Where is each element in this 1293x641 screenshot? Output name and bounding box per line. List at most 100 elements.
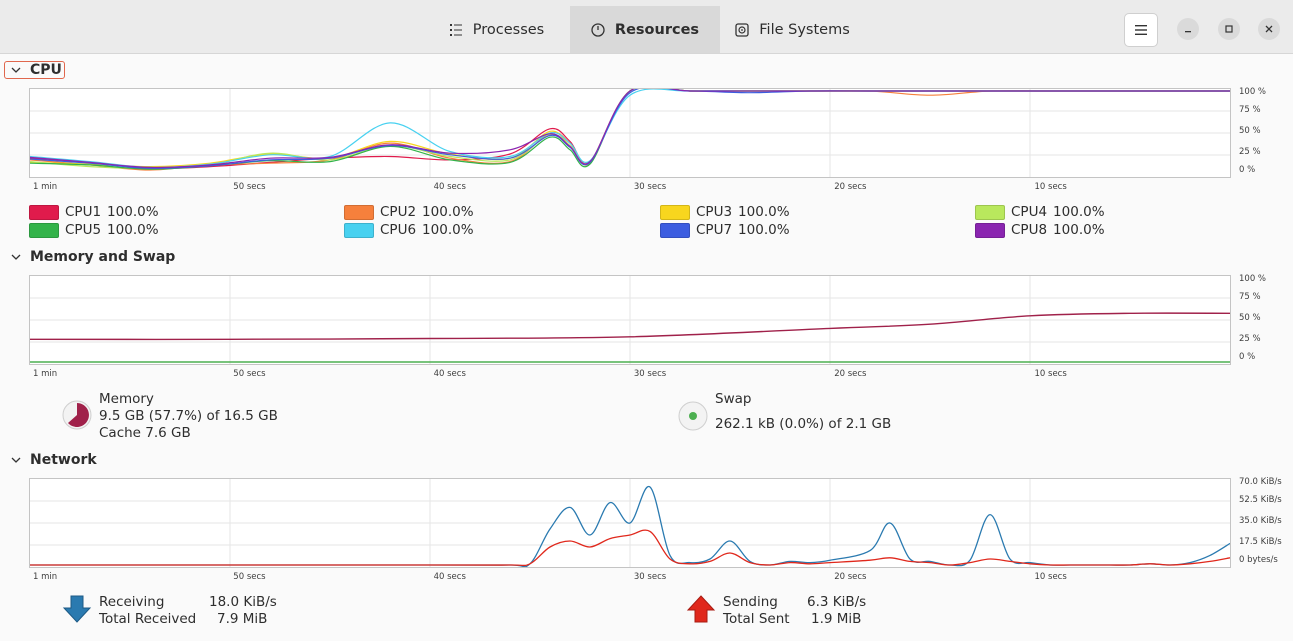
memory-y-tick-label: 100 % bbox=[1239, 274, 1267, 284]
disk-icon bbox=[735, 22, 749, 37]
receiving-value: 18.0 KiB/s bbox=[209, 594, 277, 610]
memory-pie-icon[interactable] bbox=[62, 400, 92, 434]
memory-graph-plot bbox=[30, 276, 1230, 364]
memory-x-tick-label: 50 secs bbox=[233, 369, 266, 379]
network-y-tick-label: 17.5 KiB/s bbox=[1239, 536, 1282, 547]
memory-section-header[interactable]: Memory and Swap bbox=[10, 249, 175, 265]
cpu-x-tick-label: 20 secs bbox=[834, 182, 867, 192]
cpu-x-tick-label: 50 secs bbox=[233, 182, 266, 192]
chevron-down-icon bbox=[11, 457, 21, 463]
network-title: Network bbox=[30, 452, 97, 468]
memory-y-tick-label: 25 % bbox=[1239, 333, 1261, 344]
network-x-tick-label: 40 secs bbox=[433, 572, 466, 582]
cpu-series-cpu8 bbox=[30, 89, 1230, 169]
cpu-x-tick-label: 1 min bbox=[33, 182, 58, 192]
color-swatch[interactable] bbox=[660, 204, 690, 220]
network-y-tick-label: 52.5 KiB/s bbox=[1239, 495, 1282, 506]
cpu-toggle[interactable]: CPU bbox=[4, 61, 65, 79]
color-swatch[interactable] bbox=[29, 222, 59, 238]
chevron-down-icon bbox=[11, 254, 21, 260]
cpu-legend-value: 100.0% bbox=[1053, 222, 1105, 238]
cpu-legend-item-cpu5[interactable]: CPU5 100.0% bbox=[29, 222, 159, 238]
cpu-legend-item-cpu8[interactable]: CPU8 100.0% bbox=[975, 222, 1105, 238]
tab-resources[interactable]: Resources bbox=[570, 6, 720, 53]
memory-series-memory bbox=[30, 312, 1230, 341]
cpu-legend-name: CPU4 bbox=[1011, 204, 1048, 220]
network-x-tick-label: 1 min bbox=[33, 572, 58, 582]
main-menu-button[interactable] bbox=[1124, 13, 1158, 47]
cpu-y-tick-label: 50 % bbox=[1239, 126, 1261, 136]
network-series-sending bbox=[30, 529, 1230, 567]
total-received-label: Total Received bbox=[99, 611, 197, 627]
cpu-legend-value: 100.0% bbox=[107, 204, 159, 220]
network-section-header[interactable]: Network bbox=[10, 452, 97, 468]
sending-label: Sending bbox=[723, 594, 778, 610]
cpu-legend-value: 100.0% bbox=[107, 222, 159, 238]
cpu-x-tick-label: 30 secs bbox=[633, 182, 667, 192]
color-swatch[interactable] bbox=[975, 222, 1005, 238]
network-x-tick-label: 50 secs bbox=[233, 572, 266, 582]
cpu-graph-plot bbox=[30, 89, 1230, 177]
sending-value: 6.3 KiB/s bbox=[807, 594, 867, 610]
sending-arrow-icon[interactable] bbox=[686, 594, 716, 628]
memory-y-tick-label: 75 % bbox=[1239, 292, 1261, 303]
memory-label: Memory bbox=[99, 391, 154, 407]
cpu-legend-item-cpu4[interactable]: CPU4 100.0% bbox=[975, 204, 1105, 220]
tab-resources-label: Resources bbox=[614, 21, 700, 38]
memory-x-tick-label: 20 secs bbox=[834, 369, 867, 379]
tab-processes[interactable]: Processes bbox=[423, 6, 570, 53]
cpu-legend-item-cpu7[interactable]: CPU7 100.0% bbox=[660, 222, 790, 238]
maximize-icon bbox=[1225, 25, 1233, 33]
header-bar: Processes Resources File Systems bbox=[0, 0, 1293, 54]
color-swatch[interactable] bbox=[344, 204, 374, 220]
maximize-button[interactable] bbox=[1218, 18, 1240, 40]
memory-graph bbox=[29, 275, 1231, 365]
memory-x-tick-label: 10 secs bbox=[1034, 369, 1067, 379]
tab-file-systems-label: File Systems bbox=[759, 21, 850, 38]
cpu-legend-name: CPU1 bbox=[65, 204, 102, 220]
gauge-icon bbox=[591, 22, 605, 37]
cpu-legend-value: 100.0% bbox=[738, 222, 790, 238]
cpu-legend-value: 100.0% bbox=[422, 204, 474, 220]
network-x-tick-label: 20 secs bbox=[834, 572, 867, 582]
cpu-section-header[interactable]: CPU bbox=[4, 61, 65, 79]
total-sent-value: 1.9 MiB bbox=[811, 611, 862, 627]
cpu-legend-item-cpu1[interactable]: CPU1 100.0% bbox=[29, 204, 159, 220]
minimize-button[interactable] bbox=[1177, 18, 1199, 40]
memory-y-tick-label: 0 % bbox=[1239, 352, 1256, 363]
cpu-legend-name: CPU7 bbox=[696, 222, 733, 238]
cpu-graph bbox=[29, 88, 1231, 178]
cpu-legend-item-cpu2[interactable]: CPU2 100.0% bbox=[344, 204, 474, 220]
memory-y-tick-label: 50 % bbox=[1239, 313, 1261, 323]
cpu-legend-item-cpu6[interactable]: CPU6 100.0% bbox=[344, 222, 474, 238]
receiving-label: Receiving bbox=[99, 594, 165, 610]
cpu-legend-name: CPU6 bbox=[380, 222, 417, 238]
receiving-arrow-icon[interactable] bbox=[62, 594, 92, 628]
cpu-y-tick-label: 0 % bbox=[1239, 165, 1256, 176]
close-button[interactable] bbox=[1258, 18, 1280, 40]
color-swatch[interactable] bbox=[660, 222, 690, 238]
chevron-down-icon bbox=[11, 67, 21, 73]
swap-pie-icon[interactable] bbox=[678, 401, 708, 435]
cpu-x-tick-label: 40 secs bbox=[433, 182, 466, 192]
minimize-icon bbox=[1185, 31, 1191, 33]
cpu-legend-value: 100.0% bbox=[1053, 204, 1105, 220]
network-y-tick-label: 35.0 KiB/s bbox=[1239, 516, 1282, 526]
network-graph-plot bbox=[30, 479, 1230, 567]
tab-file-systems[interactable]: File Systems bbox=[720, 6, 865, 53]
cpu-legend-value: 100.0% bbox=[422, 222, 474, 238]
network-y-tick-label: 0 bytes/s bbox=[1239, 555, 1278, 566]
cpu-legend-item-cpu3[interactable]: CPU3 100.0% bbox=[660, 204, 790, 220]
swap-usage: 262.1 kB (0.0%) of 2.1 GB bbox=[715, 416, 892, 432]
cpu-legend-name: CPU8 bbox=[1011, 222, 1048, 238]
memory-x-tick-label: 40 secs bbox=[433, 369, 466, 379]
cpu-x-tick-label: 10 secs bbox=[1034, 182, 1067, 192]
close-icon bbox=[1265, 25, 1273, 33]
list-icon bbox=[449, 23, 462, 36]
cpu-title: CPU bbox=[30, 62, 62, 78]
color-swatch[interactable] bbox=[975, 204, 1005, 220]
network-x-tick-label: 30 secs bbox=[633, 572, 667, 582]
color-swatch[interactable] bbox=[344, 222, 374, 238]
color-swatch[interactable] bbox=[29, 204, 59, 220]
network-y-tick-label: 70.0 KiB/s bbox=[1239, 477, 1282, 487]
